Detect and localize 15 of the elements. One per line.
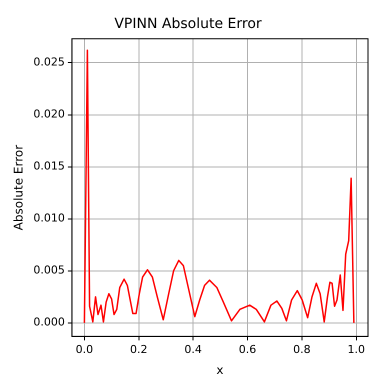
y-tick-label: 0.015 <box>33 160 65 173</box>
y-tick-label: 0.010 <box>33 212 65 225</box>
y-tick-label: 0.000 <box>33 316 65 329</box>
y-tick-label: 0.025 <box>33 56 65 69</box>
chart-title: VPINN Absolute Error <box>114 16 262 32</box>
y-axis-title: Absolute Error <box>11 144 26 230</box>
y-tick-label: 0.020 <box>33 108 65 121</box>
x-tick-label: 1.0 <box>348 342 366 356</box>
x-tick-label: 0.0 <box>76 342 94 356</box>
y-tick-label: 0.005 <box>33 264 65 277</box>
x-tick-label: 0.4 <box>184 342 202 356</box>
x-tick-label: 0.2 <box>130 342 148 356</box>
x-tick-label: 0.8 <box>293 342 311 356</box>
x-axis-title: x <box>216 362 224 377</box>
x-tick-label: 0.6 <box>238 342 256 356</box>
